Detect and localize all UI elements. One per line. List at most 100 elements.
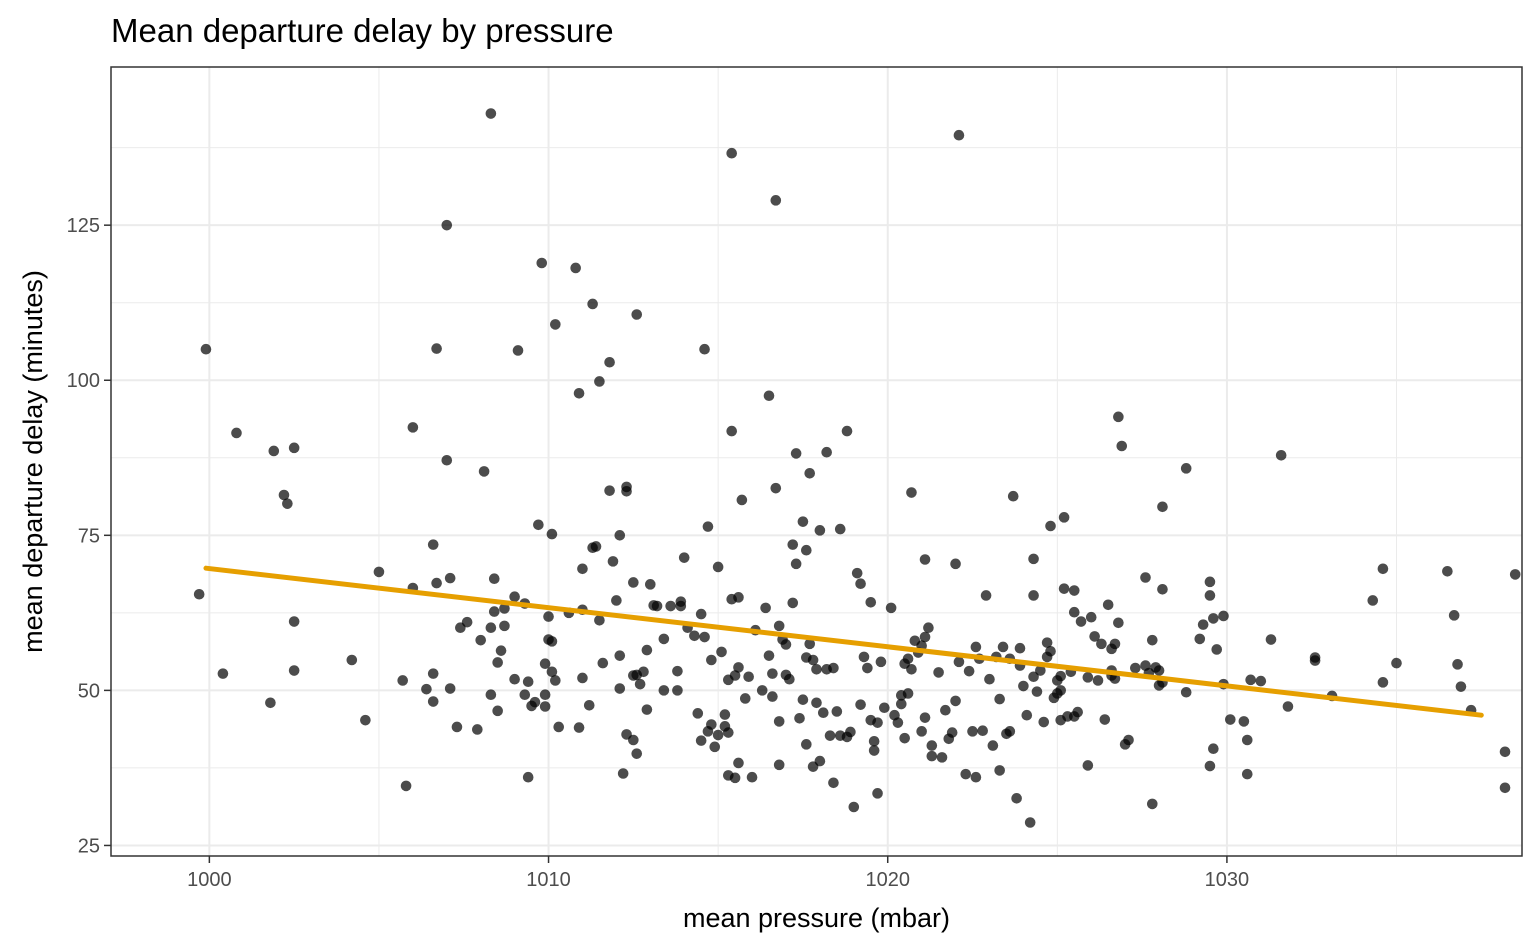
data-point (444, 683, 456, 694)
data-point (940, 704, 951, 716)
data-point (824, 730, 836, 741)
data-point (1058, 583, 1070, 594)
data-point (868, 745, 880, 756)
data-point (1448, 610, 1460, 621)
data-point (828, 777, 839, 789)
data-point (970, 641, 982, 653)
data-point (1011, 793, 1022, 804)
data-point (529, 696, 541, 708)
data-point (604, 485, 615, 496)
data-point (522, 771, 534, 783)
data-point (546, 528, 558, 540)
data-point (784, 673, 795, 685)
data-point (265, 697, 276, 709)
data-point (631, 309, 643, 320)
y-tick-label: 125 (67, 215, 100, 237)
data-point (892, 717, 904, 728)
data-point (855, 699, 866, 710)
y-axis: 25 50 75 100 125 (67, 215, 111, 857)
data-point (1028, 590, 1039, 601)
x-axis: 1000 1010 1020 1030 (187, 856, 1249, 891)
data-point (539, 701, 551, 712)
data-point (936, 752, 948, 763)
data-points (193, 108, 1521, 828)
data-point (770, 195, 782, 206)
data-point (845, 726, 856, 738)
data-point (1245, 674, 1256, 686)
data-point (268, 445, 280, 457)
data-point (553, 721, 565, 733)
data-point (733, 592, 744, 603)
data-point (763, 390, 775, 402)
data-point (773, 620, 785, 632)
data-point (658, 633, 670, 645)
data-point (1211, 644, 1223, 655)
data-point (533, 519, 544, 531)
data-point (427, 668, 439, 679)
data-point (1455, 681, 1467, 692)
data-point (1055, 685, 1067, 696)
data-point (967, 726, 978, 737)
data-point (407, 422, 419, 433)
data-point (672, 665, 683, 677)
data-point (1075, 616, 1087, 627)
data-point (665, 600, 676, 612)
data-point (919, 554, 931, 565)
x-tick-label: 1020 (865, 869, 910, 891)
data-point (1116, 440, 1128, 452)
data-point (614, 530, 626, 541)
data-point (499, 603, 510, 614)
data-point (614, 650, 626, 661)
data-point (678, 552, 690, 563)
data-point (963, 665, 975, 677)
data-point (895, 698, 907, 710)
data-point (902, 653, 914, 665)
data-point (797, 516, 809, 527)
data-point (431, 577, 442, 589)
data-point (1113, 411, 1124, 423)
data-point (594, 376, 605, 387)
data-point (1197, 619, 1209, 630)
data-point (288, 616, 300, 627)
data-point (1208, 613, 1219, 624)
data-point (729, 772, 741, 784)
data-point (1204, 576, 1216, 588)
data-point (1068, 585, 1080, 596)
data-point (709, 741, 721, 753)
data-point (431, 343, 442, 354)
data-point (282, 498, 293, 509)
data-point (885, 602, 897, 614)
data-point (1180, 686, 1192, 698)
data-point (485, 689, 497, 701)
data-point (933, 667, 944, 678)
data-point (726, 425, 738, 437)
data-point (472, 724, 483, 735)
data-point (278, 489, 290, 501)
data-point (875, 656, 887, 668)
data-point (702, 521, 714, 532)
data-point (994, 693, 1005, 705)
data-point (872, 788, 883, 799)
data-point (719, 709, 731, 720)
data-point (1157, 583, 1168, 595)
data-point (1021, 709, 1033, 721)
data-point (1157, 501, 1168, 513)
data-point (1072, 706, 1083, 718)
data-point (634, 678, 646, 690)
data-point (611, 595, 622, 606)
data-point (787, 539, 799, 550)
data-point (360, 714, 371, 726)
data-point (1082, 672, 1094, 683)
data-point (200, 343, 212, 355)
data-point (451, 721, 463, 733)
data-point (492, 657, 503, 668)
data-point (733, 662, 744, 673)
data-point (1241, 768, 1253, 780)
data-point (1309, 655, 1321, 666)
data-point (814, 525, 826, 536)
data-point (1146, 634, 1158, 646)
data-point (397, 675, 408, 686)
data-point (919, 712, 931, 723)
data-point (1028, 671, 1039, 683)
